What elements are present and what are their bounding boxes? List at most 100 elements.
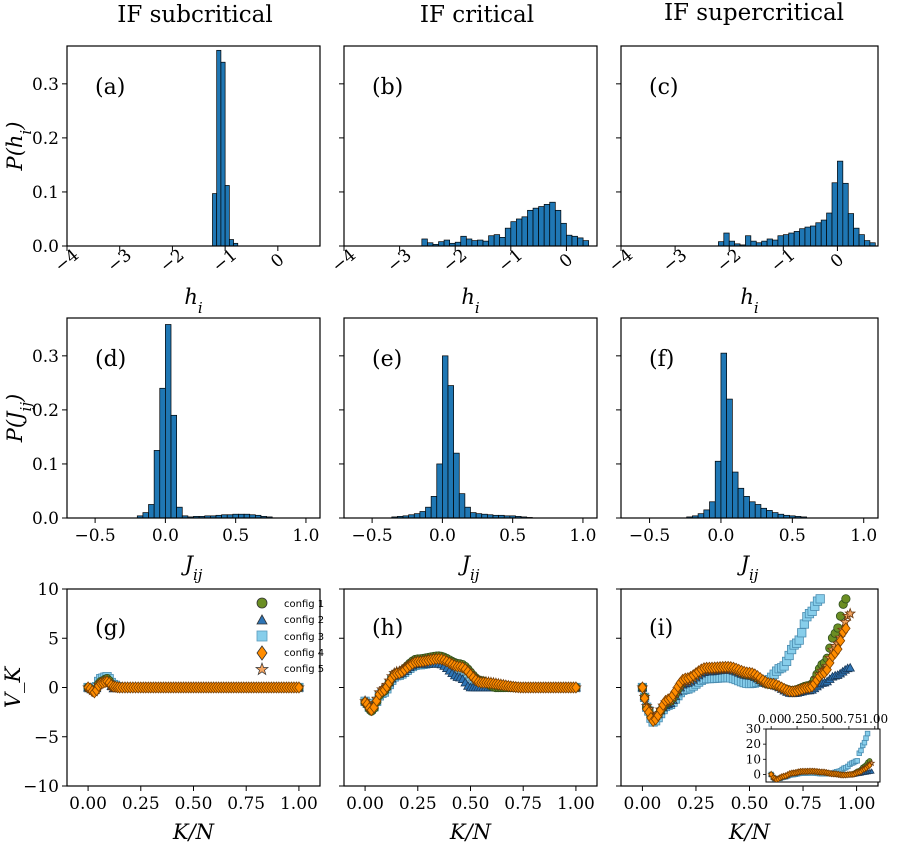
legend: config 1 config 2 config 3 config 4 conf…: [254, 597, 324, 676]
hist-bar: [170, 414, 177, 518]
legend-item-config-3: config 3: [256, 630, 324, 643]
panel-f: −0.5 0.0 0.5 1.0 (f) Jij: [616, 317, 879, 584]
hist-bar: [754, 504, 762, 518]
x-tick-label: 1.0: [850, 526, 877, 546]
hist-bar: [212, 193, 218, 246]
hist-bar: [760, 507, 767, 518]
x-tick-label: 1.00: [280, 794, 318, 814]
x-tick-label: −0.5: [629, 526, 670, 546]
hist-bar: [869, 242, 876, 246]
y-tick-label: −10: [23, 777, 59, 797]
axes-frame: [343, 45, 598, 247]
panel-i: 0.00 0.25 0.50 0.75 1.00(i)K/N0.00 0.25 0.50 0.…: [616, 588, 888, 844]
inset-point: [861, 739, 868, 746]
x-tick-label: 0.50: [452, 794, 490, 814]
plot-area: [636, 594, 857, 728]
y-tick-label: 10: [37, 580, 59, 600]
hist-bar: [864, 240, 871, 246]
hist-bar: [799, 228, 806, 246]
hist-bar: [470, 512, 477, 518]
hist-bar: [430, 496, 438, 518]
x-tick-label: 0.00: [69, 794, 107, 814]
inset-point: [863, 735, 869, 741]
hist-bar: [224, 185, 230, 246]
x-tick-label: −4: [605, 245, 637, 276]
x-tick-label: 0.50: [731, 794, 769, 814]
hist-bar: [766, 238, 773, 246]
x-tick-label: 0.75: [227, 794, 265, 814]
hist-bar: [421, 238, 428, 246]
axes-frame: [66, 45, 321, 247]
x-axis-label: Jij: [181, 552, 203, 584]
hist-bar: [853, 227, 860, 246]
x-tick-label: 0: [827, 250, 848, 272]
x-tick-label: 0.75: [504, 794, 542, 814]
data-point: [637, 681, 648, 694]
hist-bar: [458, 493, 466, 518]
y-tick-label: 5: [48, 629, 59, 649]
x-tick-label: 0.25: [677, 794, 715, 814]
data-point: [815, 594, 825, 604]
x-tick-label: −0.5: [74, 526, 115, 546]
data-point: [294, 681, 304, 694]
hist-bar: [554, 209, 562, 246]
y-tick-label: 0.3: [32, 347, 59, 367]
inset-x-tick-label: 0.75: [836, 712, 863, 726]
hist-bar: [165, 324, 172, 518]
plot-area: [718, 160, 876, 246]
hist-bar: [726, 398, 733, 518]
hist-bar: [804, 226, 811, 246]
hist-bar: [443, 239, 450, 246]
x-axis-label: K/N: [728, 820, 771, 844]
x-tick-label: 0.00: [623, 794, 661, 814]
hist-bar: [577, 237, 584, 246]
y-tick-label: 0: [48, 679, 59, 699]
inset-point: [868, 768, 875, 774]
data-point: [835, 634, 846, 647]
hist-bar: [464, 506, 471, 518]
hist-bar: [233, 242, 239, 246]
hist-bar: [228, 239, 234, 246]
hist-bar: [810, 225, 817, 246]
series-config-4: [360, 652, 581, 717]
hist-bar: [745, 235, 752, 246]
x-axis-label: hi: [461, 285, 480, 317]
x-tick-label: 0.00: [346, 794, 384, 814]
column-title-critical: IF critical: [420, 2, 534, 28]
hist-bar: [465, 238, 473, 246]
x-tick-label: −3: [104, 245, 136, 276]
x-axis-label: Jij: [737, 552, 759, 584]
panel-tag: (f): [649, 347, 674, 372]
hist-bar: [766, 510, 773, 518]
legend-label-config-3: config 3: [284, 632, 324, 643]
hist-bar: [750, 240, 757, 246]
hist-bar: [425, 506, 432, 518]
hist-bar: [447, 385, 454, 518]
data-point: [639, 692, 650, 705]
panel-d: −0.5 0.0 0.5 1.0 0.0 0.1 0.2 0.3 (d) Jij P(Jij): [3, 317, 321, 584]
x-tick-label: 0.5: [779, 526, 806, 546]
x-tick-label: −2: [156, 245, 188, 276]
x-tick-label: 1.00: [557, 794, 595, 814]
legend-label-config-2: config 2: [284, 615, 324, 626]
x-tick-label: 1.00: [838, 794, 876, 814]
x-tick-label: −0.5: [351, 526, 392, 546]
x-axis-label: K/N: [449, 820, 492, 844]
hist-bar: [571, 235, 578, 246]
inset-plot: [767, 730, 876, 782]
x-tick-label: −2: [713, 245, 745, 276]
x-tick-label: 1.0: [569, 526, 596, 546]
hist-bar: [549, 201, 556, 246]
hist-bar: [831, 182, 838, 246]
data-point: [835, 611, 846, 621]
legend-item-config-1: config 1: [256, 597, 324, 610]
hist-bar: [737, 487, 745, 518]
plot-area: [686, 352, 807, 518]
data-point: [841, 622, 851, 635]
hist-bar: [488, 235, 495, 246]
hist-bar: [521, 216, 528, 246]
hist-bar: [847, 213, 855, 246]
hist-bar: [788, 232, 795, 246]
column-title-subcritical: IF subcritical: [117, 2, 272, 28]
